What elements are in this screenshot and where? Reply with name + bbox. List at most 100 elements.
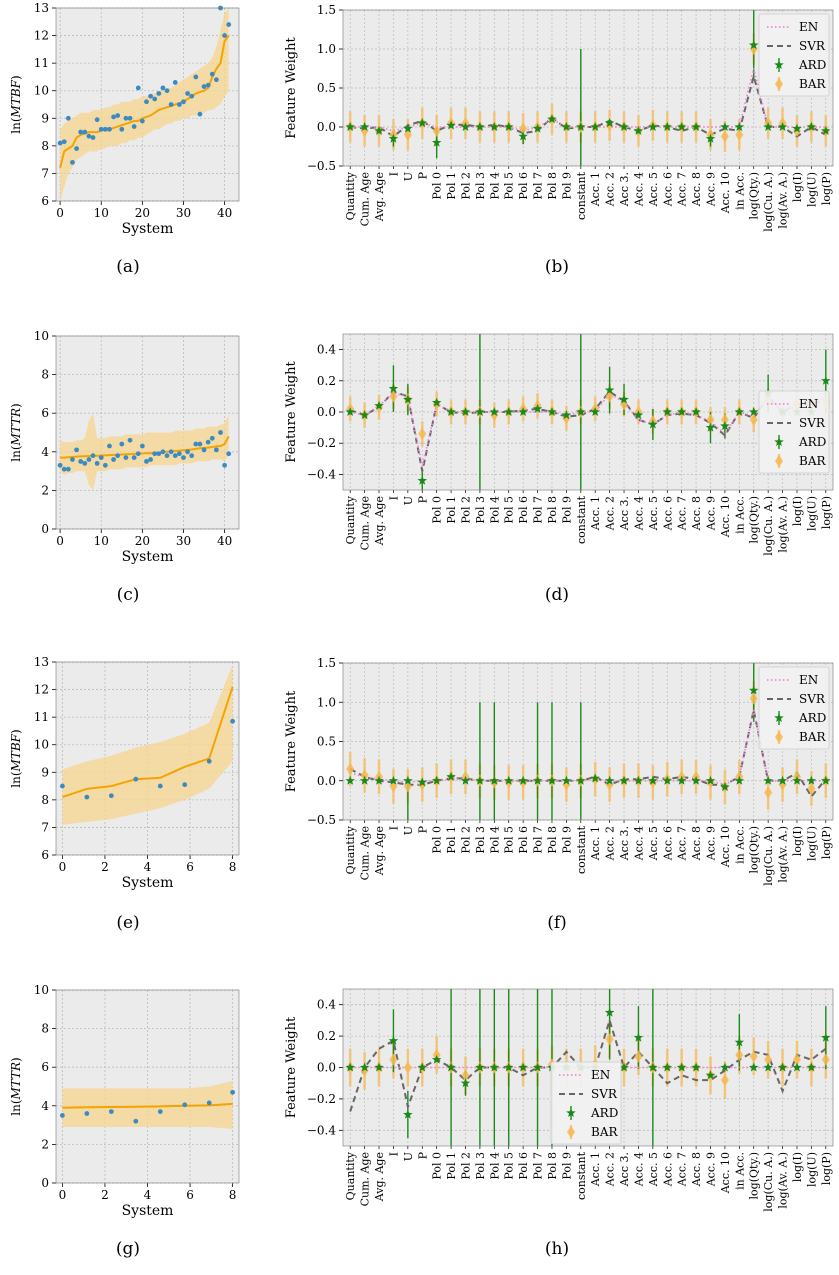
caption-a: (a) bbox=[116, 257, 139, 277]
panel-h-feature-label: Pol 0 bbox=[431, 1152, 444, 1180]
panel-h-bar-marker bbox=[792, 1053, 801, 1066]
panel-a-ytick-label: 12 bbox=[34, 29, 49, 43]
panel-c-data-point bbox=[107, 443, 112, 449]
panel-c-xlabel: System bbox=[122, 549, 174, 565]
panel-d-legend-label-ard: ARD bbox=[798, 435, 826, 449]
panel-b-ard-marker bbox=[475, 122, 485, 131]
panel-c-xtick-label: 0 bbox=[56, 534, 64, 548]
panel-f-feature-label: Pol 2 bbox=[460, 826, 473, 854]
panel-f-ylabel: Feature Weight bbox=[284, 690, 299, 792]
panel-f-ard-marker bbox=[359, 775, 370, 785]
panel-d-feature-label: U bbox=[402, 496, 415, 505]
panel-f-ard-marker bbox=[446, 771, 456, 781]
panel-g-data-point bbox=[84, 1111, 90, 1116]
panel-d-ard-marker bbox=[431, 397, 442, 407]
panel-e-ytick-label: 8 bbox=[41, 793, 49, 807]
panel-f-legend-label-en: EN bbox=[799, 673, 818, 687]
panel-h-ard-marker bbox=[705, 1070, 716, 1080]
panel-h-feature-label: log(Cu. A.) bbox=[762, 1152, 775, 1212]
panel-h-ard-marker bbox=[489, 1062, 500, 1072]
panel-h-bar-marker bbox=[389, 1053, 398, 1066]
panel-b-ytick-label: −0.5 bbox=[307, 159, 336, 173]
panel-e-mean-line bbox=[62, 686, 234, 799]
panel-b-legend-label-en: EN bbox=[799, 20, 818, 34]
panel-d-legend-ard-swatch bbox=[774, 437, 784, 446]
panel-b-feature-label: in Acc. bbox=[733, 172, 746, 210]
panel-a-data-point bbox=[156, 91, 162, 96]
panel-h-bar-marker bbox=[461, 1069, 470, 1082]
panel-d-ard-marker bbox=[821, 375, 831, 385]
panel-h-feature-label: I bbox=[387, 1152, 400, 1156]
panel-b-ard-marker bbox=[633, 125, 644, 135]
panel-a-data-point bbox=[57, 140, 63, 146]
panel-c-data-point bbox=[222, 462, 228, 468]
panel-d-bar-marker bbox=[749, 413, 758, 426]
panel-c-ylabel: ln(MTTR) bbox=[9, 403, 23, 462]
panel-a-data-point bbox=[176, 102, 182, 107]
panel-b-legend-box bbox=[758, 13, 830, 97]
panel-g-mean-line bbox=[62, 1102, 233, 1109]
panel-e-ytick-label: 13 bbox=[34, 655, 49, 669]
panel-f-feature-label: Acc. 6 bbox=[661, 826, 674, 861]
panel-b-ard-marker bbox=[431, 137, 442, 147]
panel-d-legend-bar-swatch bbox=[775, 455, 783, 467]
panel-c-data-point bbox=[148, 457, 153, 462]
panel-f-feature-label: Pol 7 bbox=[532, 826, 545, 854]
panel-a-data-point bbox=[135, 85, 141, 91]
panel-g-xtick-label: 6 bbox=[186, 1188, 194, 1202]
panel-d-feature-label: Acc. 1 bbox=[589, 496, 602, 531]
panel-h-ard-marker bbox=[403, 1109, 413, 1119]
panel-b-ard-marker bbox=[359, 122, 370, 131]
panel-b-ard-marker bbox=[720, 122, 730, 131]
panel-a-data-point bbox=[144, 99, 149, 105]
panel-b-ard-marker bbox=[590, 122, 600, 131]
panel-b-ard-marker bbox=[691, 122, 701, 131]
panel-h-legend-label-en: EN bbox=[591, 1068, 610, 1082]
panel-d-ard-marker bbox=[403, 394, 413, 404]
panel-f-ard-marker bbox=[691, 775, 701, 785]
panel-c-data-point bbox=[102, 462, 108, 468]
panel-a-data-point bbox=[131, 124, 137, 129]
panel-b-ard-marker bbox=[547, 114, 557, 124]
panel-d-ard-marker bbox=[446, 407, 456, 416]
panel-g-ytick-label: 10 bbox=[34, 983, 49, 997]
panel-f-feature-label: Acc. 8 bbox=[690, 826, 703, 861]
panel-h-ytick-label: 0.4 bbox=[317, 998, 336, 1012]
panel-h-legend-label-svr: SVR bbox=[591, 1087, 618, 1101]
panel-g-ylabel: ln(MTTR) bbox=[9, 1057, 23, 1116]
panel-c-data-point bbox=[218, 430, 223, 435]
panel-h-feature-label: in Acc. bbox=[733, 1152, 746, 1190]
panel-c-xtick-label: 10 bbox=[94, 534, 109, 548]
panel-h-feature-label: Acc. 1 bbox=[589, 1152, 602, 1187]
panel-g-ytick-label: 2 bbox=[41, 1137, 49, 1151]
panel-h-ard-marker bbox=[777, 1062, 788, 1072]
panel-d-ard-marker bbox=[532, 403, 543, 413]
panel-c-xtick-label: 30 bbox=[176, 534, 191, 548]
panel-b-ard-marker bbox=[749, 40, 759, 50]
panel-a-data-point bbox=[139, 118, 145, 124]
panel-f-feature-label: Acc. 1 bbox=[589, 826, 602, 861]
panel-f-ard-marker bbox=[504, 775, 514, 785]
panel-c-data-point bbox=[111, 457, 116, 462]
caption-b: (b) bbox=[545, 257, 569, 277]
panel-c-data-point bbox=[213, 447, 219, 453]
panel-f-ard-marker bbox=[518, 775, 528, 785]
panel-g-data-point bbox=[108, 1109, 114, 1114]
panel-a-data-point bbox=[213, 77, 219, 83]
panel-d-feature-label: constant bbox=[575, 495, 588, 544]
panel-h-feature-label: Acc 3. bbox=[618, 1152, 631, 1187]
panel-f-feature-label: P bbox=[416, 825, 429, 833]
panel-d-feature-label: log(Qty.) bbox=[748, 496, 761, 543]
panel-c-data-point bbox=[70, 457, 75, 462]
panel-b-plot-frame bbox=[342, 9, 834, 167]
panel-f-ard-marker bbox=[475, 775, 485, 785]
panel-b-feature-label: Acc 3. bbox=[618, 172, 631, 207]
panel-e-xlabel: System bbox=[122, 875, 174, 891]
panel-h-feature-label: Pol 4 bbox=[488, 1152, 501, 1180]
panel-f-legend-bar-swatch bbox=[775, 731, 783, 743]
panel-c-ytick-label: 6 bbox=[41, 406, 49, 420]
panel-a-data-point bbox=[205, 82, 211, 88]
panel-h-feature-label: Acc. 6 bbox=[661, 1152, 674, 1187]
panel-f-legend-box bbox=[758, 666, 830, 750]
panel-h-feature-label: Acc. 2 bbox=[604, 1152, 617, 1187]
